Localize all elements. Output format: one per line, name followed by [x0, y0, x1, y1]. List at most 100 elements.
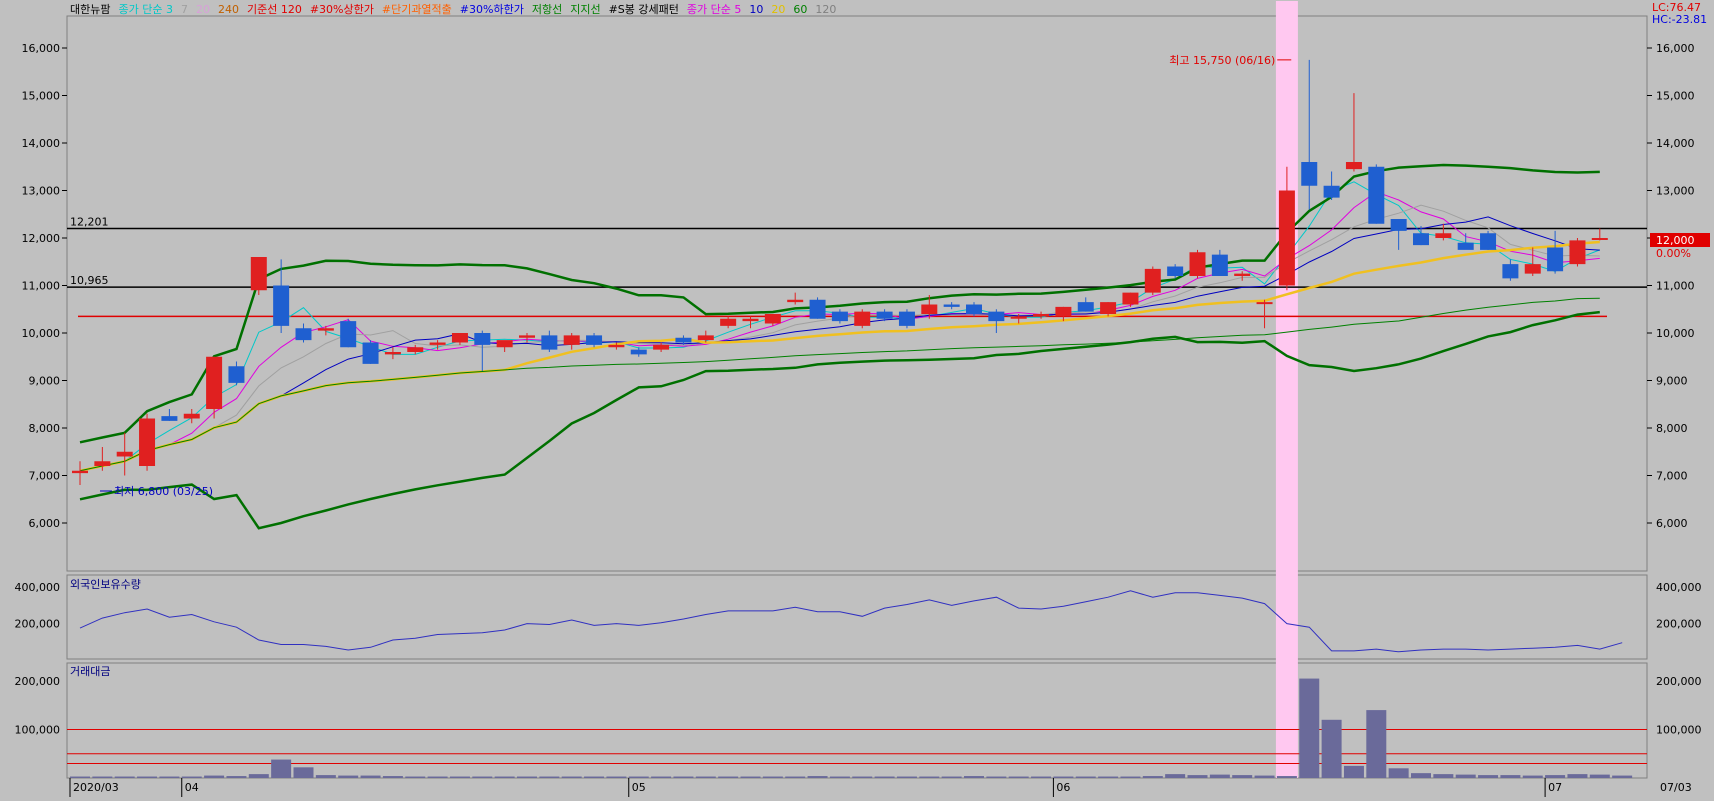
legend-item[interactable]: 240	[218, 3, 239, 16]
candle-body[interactable]	[630, 349, 647, 355]
candle-body[interactable]	[653, 344, 670, 350]
candle-body[interactable]	[1569, 240, 1586, 265]
candle-body[interactable]	[1010, 316, 1027, 319]
candle-body[interactable]	[161, 416, 178, 421]
legend-item[interactable]: 20	[771, 3, 785, 16]
legend-item[interactable]: 120	[815, 3, 836, 16]
candle-body[interactable]	[362, 342, 379, 364]
candle-body[interactable]	[720, 318, 737, 326]
volume-bar[interactable]	[1478, 775, 1499, 778]
candle-body[interactable]	[340, 321, 357, 348]
candle-body[interactable]	[966, 304, 982, 315]
volume-bar[interactable]	[1545, 775, 1566, 778]
candle-body[interactable]	[675, 337, 692, 343]
candle-body[interactable]	[474, 333, 491, 345]
candle-body[interactable]	[519, 335, 535, 338]
volume-bar[interactable]	[114, 776, 135, 778]
legend-item[interactable]: 저항선	[532, 3, 562, 16]
candle-body[interactable]	[988, 311, 1005, 322]
volume-bar[interactable]	[271, 759, 292, 778]
candle-body[interactable]	[295, 328, 312, 341]
volume-bar[interactable]	[1254, 775, 1275, 778]
candle-body[interactable]	[921, 304, 938, 315]
candle-body[interactable]	[787, 299, 804, 303]
volume-bar[interactable]	[584, 776, 605, 778]
candle-body[interactable]	[1077, 302, 1094, 312]
volume-bar[interactable]	[651, 776, 672, 778]
volume-bar[interactable]	[874, 776, 895, 778]
volume-bar[interactable]	[92, 776, 113, 778]
candle-body[interactable]	[563, 335, 580, 345]
volume-bar[interactable]	[338, 775, 359, 778]
candle-body[interactable]	[1033, 314, 1050, 317]
volume-bar[interactable]	[1500, 775, 1521, 778]
legend-item[interactable]: #30%상한가	[310, 3, 374, 16]
volume-bar[interactable]	[1031, 776, 1052, 778]
legend-item[interactable]: 종가 단순 3	[118, 3, 172, 16]
candle-body[interactable]	[183, 413, 200, 419]
legend-item[interactable]: 7	[181, 3, 188, 16]
candle-body[interactable]	[541, 335, 558, 350]
candle-body[interactable]	[1144, 268, 1161, 293]
volume-bar[interactable]	[561, 776, 582, 778]
candle-body[interactable]	[1055, 306, 1072, 317]
candle-body[interactable]	[1167, 266, 1184, 277]
candle-body[interactable]	[1547, 247, 1564, 272]
volume-bar[interactable]	[1075, 776, 1096, 778]
candle-body[interactable]	[1524, 264, 1541, 274]
candle-body[interactable]	[1345, 162, 1362, 170]
volume-bar[interactable]	[1612, 775, 1633, 778]
volume-bar[interactable]	[762, 776, 783, 778]
volume-bar[interactable]	[70, 776, 90, 778]
candle-body[interactable]	[1189, 252, 1206, 276]
candle-body[interactable]	[831, 311, 848, 322]
volume-bar[interactable]	[1366, 710, 1387, 778]
volume-bar[interactable]	[494, 776, 515, 778]
volume-bar[interactable]	[517, 776, 537, 778]
volume-bar[interactable]	[226, 776, 247, 778]
candle-body[interactable]	[943, 304, 960, 307]
candle-body[interactable]	[384, 352, 401, 355]
volume-bars[interactable]	[67, 678, 1647, 778]
legend-item[interactable]: #단기과열적출	[382, 3, 452, 16]
candle-body[interactable]	[317, 328, 334, 331]
volume-bar[interactable]	[204, 775, 225, 778]
candle-body[interactable]	[1457, 242, 1474, 250]
candle-body[interactable]	[1301, 162, 1318, 186]
candle-body[interactable]	[1278, 190, 1295, 286]
legend-item[interactable]: 60	[793, 3, 807, 16]
candle-body[interactable]	[742, 318, 759, 322]
candle-body[interactable]	[586, 335, 603, 345]
candle-body[interactable]	[898, 311, 915, 326]
volume-bar[interactable]	[1522, 775, 1543, 778]
candle-body[interactable]	[228, 366, 245, 383]
volume-bar[interactable]	[181, 776, 202, 778]
candle-body[interactable]	[1234, 273, 1251, 276]
candle-body[interactable]	[764, 314, 781, 324]
volume-bar[interactable]	[695, 776, 716, 778]
volume-bar[interactable]	[1209, 774, 1230, 778]
volume-bar[interactable]	[1142, 776, 1163, 778]
volume-bar[interactable]	[785, 776, 806, 778]
volume-bar[interactable]	[964, 776, 984, 778]
candle-body[interactable]	[1390, 219, 1407, 231]
volume-bar[interactable]	[248, 774, 269, 778]
volume-bar[interactable]	[1455, 774, 1476, 778]
volume-bar[interactable]	[986, 776, 1007, 778]
volume-bar[interactable]	[315, 775, 336, 778]
legend-item[interactable]: 지지선	[570, 3, 600, 16]
volume-bar[interactable]	[1187, 775, 1208, 778]
volume-bar[interactable]	[1343, 765, 1364, 778]
legend-item[interactable]: 기준선 120	[247, 3, 302, 16]
legend-item[interactable]: #S봉 강세패턴	[609, 3, 679, 16]
volume-bar[interactable]	[137, 776, 158, 778]
legend-item[interactable]: #30%하한가	[460, 2, 524, 16]
candlesticks[interactable]	[72, 59, 1608, 485]
candle-body[interactable]	[876, 311, 893, 319]
volume-bar[interactable]	[360, 775, 381, 778]
volume-bar[interactable]	[405, 776, 426, 778]
candle-body[interactable]	[809, 299, 826, 319]
volume-bar[interactable]	[1120, 776, 1141, 778]
volume-bar[interactable]	[606, 776, 627, 778]
